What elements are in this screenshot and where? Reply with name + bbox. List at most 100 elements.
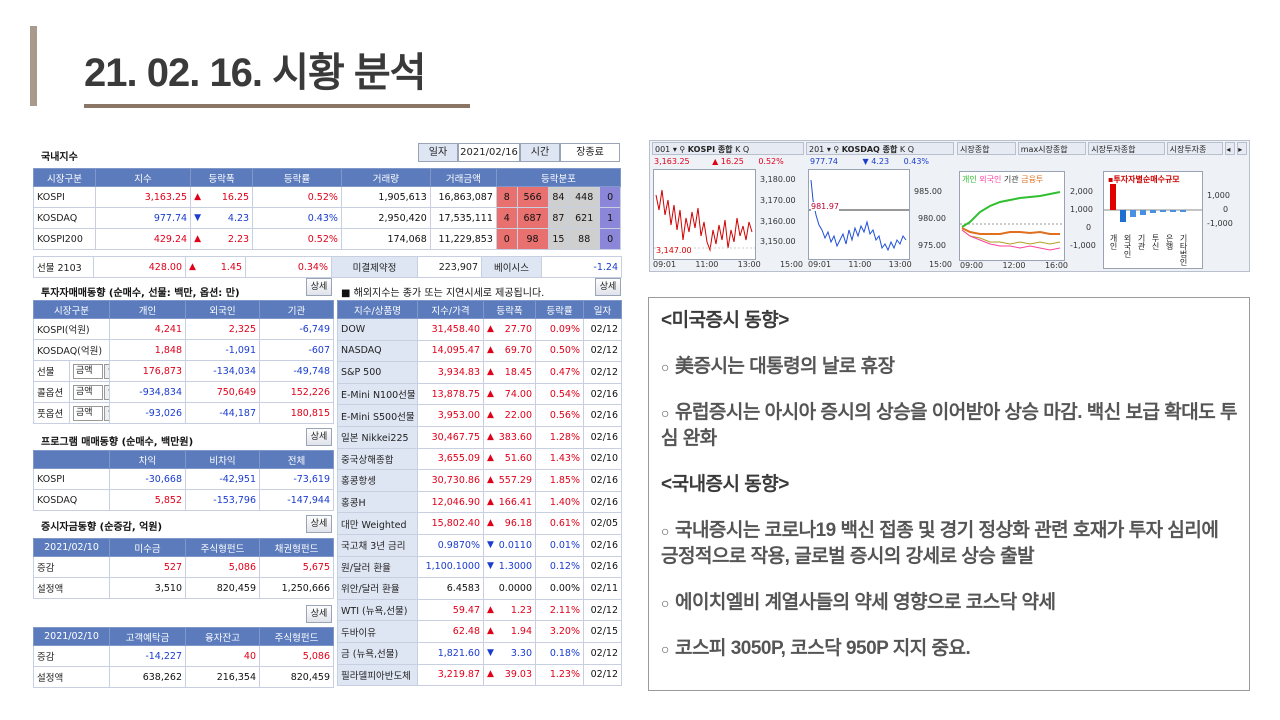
overseas-change: 557.29 bbox=[483, 469, 536, 492]
market-name: KOSPI bbox=[33, 186, 96, 208]
col-individual: 개인 bbox=[109, 300, 186, 319]
table-row[interactable]: KOSDAQ(억원) 1,848 -1,091 -607 bbox=[33, 339, 334, 361]
tab-scroll-left-icon[interactable]: ◂ bbox=[1225, 142, 1236, 155]
volume: 2,950,420 bbox=[340, 207, 431, 229]
overseas-rate: 0.56% bbox=[535, 404, 584, 427]
index-rate: 0.43% bbox=[252, 207, 342, 229]
tab-market-investor-2[interactable]: 시장투자종 bbox=[1166, 142, 1224, 155]
tab-max-market-summary[interactable]: max시장종합 bbox=[1017, 142, 1087, 155]
overseas-change: 18.45 bbox=[483, 361, 536, 384]
table-row[interactable]: KOSPI200429.242.230.52%174,06811,229,853… bbox=[33, 228, 621, 250]
unit-select-cell[interactable]: 금액▼ bbox=[69, 402, 110, 424]
col-arbitrage: 차익 bbox=[109, 450, 186, 469]
kosdaq-code[interactable]: 201 bbox=[809, 145, 825, 154]
kosdaq-xtick-3: 15:00 bbox=[928, 260, 952, 269]
dist-upper-limit: 4 bbox=[495, 207, 518, 229]
unit-select[interactable]: 금액▼ bbox=[73, 405, 109, 421]
date-label: 일자 bbox=[418, 143, 458, 162]
chevron-down-icon[interactable]: ▾ bbox=[826, 145, 831, 154]
individual-value: 176,873 bbox=[109, 360, 186, 382]
table-row[interactable]: KOSPI -30,668 -42,951 -73,619 bbox=[33, 468, 334, 490]
table-row[interactable]: KOSPI3,163.2516.250.52%1,905,61316,863,0… bbox=[33, 186, 621, 208]
kosdaq-quote: 977.74 ▼ 4.23 0.43% bbox=[810, 156, 954, 167]
table-row[interactable]: 설정액 638,262 216,354 820,459 bbox=[33, 666, 334, 688]
search-icon[interactable]: ⚲ bbox=[833, 145, 840, 154]
chevron-down-icon[interactable]: ▼ bbox=[104, 363, 109, 379]
overseas-rate: 0.54% bbox=[535, 382, 584, 406]
table-row[interactable]: KOSDAQ977.744.230.43%2,950,42017,535,111… bbox=[33, 207, 621, 229]
table-row[interactable]: 설정액 3,510 820,459 1,250,666 bbox=[33, 577, 334, 599]
unit-select[interactable]: 금액▼ bbox=[73, 363, 109, 379]
table-row[interactable]: 금 (뉴욕,선물)1,821.603.300.18%02/12 bbox=[337, 641, 622, 665]
foreign-value: 750,649 bbox=[185, 381, 260, 403]
overseas-date: 02/16 bbox=[583, 490, 622, 514]
table-row[interactable]: WTI (뉴욕,선물)59.471.232.11%02/12 bbox=[337, 598, 622, 622]
kosdaq-ytick-2: 975.00 bbox=[918, 241, 946, 250]
note-text: 국내증시는 코로나19 백신 접종 및 경기 정상화 관련 호재가 투자 심리에… bbox=[661, 520, 1219, 567]
date-value[interactable]: 2021/02/16 bbox=[458, 143, 520, 162]
overseas-detail-button[interactable]: 상세 bbox=[595, 278, 621, 296]
kosdaq-k-button[interactable]: K bbox=[899, 145, 906, 154]
table-row[interactable]: 증감 -14,227 40 5,086 bbox=[33, 645, 334, 667]
market-name: KOSPI200 bbox=[33, 228, 96, 250]
fund-flow2-detail-button[interactable]: 상세 bbox=[306, 605, 332, 623]
chevron-down-icon[interactable]: ▼ bbox=[104, 384, 109, 400]
unit-select-cell[interactable]: 금액▼ bbox=[69, 381, 110, 403]
institution-value: -6,749 bbox=[259, 318, 334, 340]
col-distribution: 등락분포 bbox=[495, 168, 622, 187]
chevron-down-icon[interactable]: ▾ bbox=[672, 145, 677, 154]
kospi-code[interactable]: 001 bbox=[655, 145, 671, 154]
overseas-rate: 1.85% bbox=[535, 469, 584, 492]
tab-market-investor[interactable]: 시장투자종합 bbox=[1088, 142, 1165, 155]
program-detail-button[interactable]: 상세 bbox=[306, 428, 332, 446]
inv-ytick-2: 0 bbox=[1086, 223, 1092, 232]
overseas-name: 중국상해종합 bbox=[337, 447, 418, 471]
kospi-k-button[interactable]: K bbox=[735, 145, 741, 154]
chevron-down-icon[interactable]: ▼ bbox=[104, 405, 109, 421]
kospi-chart-header: 001 ▾ ⚲ KOSPI 종합 K Q bbox=[652, 142, 804, 155]
kosdaq-q-button[interactable]: Q bbox=[907, 145, 914, 154]
table-row[interactable]: KOSDAQ 5,852 -153,796 -147,944 bbox=[33, 489, 334, 511]
tab-market-summary[interactable]: 시장종합 bbox=[957, 142, 1016, 155]
individual-value: 4,241 bbox=[109, 318, 186, 340]
investor-detail-button[interactable]: 상세 bbox=[306, 278, 332, 296]
unit-select-cell[interactable]: 금액▼ bbox=[69, 360, 110, 382]
table-row[interactable]: 증감 527 5,086 5,675 bbox=[33, 556, 334, 578]
tab-scroll-right-icon[interactable]: ▸ bbox=[1237, 142, 1248, 155]
inv-xtick-1: 12:00 bbox=[1002, 261, 1026, 270]
table-row[interactable]: KOSPI(억원) 4,241 2,325 -6,749 bbox=[33, 318, 334, 340]
futures-row[interactable]: 선물 2103 428.00 1.45 0.34% 미결제약정 223,907 … bbox=[33, 256, 622, 278]
row-label: 설정액 bbox=[33, 577, 110, 599]
note-bullet: ○ 유럽증시는 아시아 증시의 상승을 이어받아 상승 마감. 백신 보급 확대도… bbox=[661, 400, 1237, 452]
unit-select[interactable]: 금액▼ bbox=[73, 384, 109, 400]
search-icon[interactable]: ⚲ bbox=[679, 145, 686, 154]
kospi-q-button[interactable]: Q bbox=[742, 145, 750, 154]
fund-flow-detail-button[interactable]: 상세 bbox=[306, 515, 332, 533]
overseas-change: 3.30 bbox=[483, 641, 536, 665]
dist-flat: 84 bbox=[547, 186, 570, 208]
value-a: 638,262 bbox=[109, 666, 186, 688]
program-trade-header: 차익 비차익 전체 bbox=[33, 450, 334, 469]
title-accent-bar bbox=[30, 26, 37, 106]
kosdaq-x-axis: 09:01 11:00 13:00 15:00 bbox=[808, 260, 952, 269]
table-row[interactable]: 위안/달러 환율 6.4583 0.0000 0.00% 02/11 bbox=[337, 577, 622, 600]
overseas-change: 383.60 bbox=[483, 425, 536, 449]
kosdaq-xtick-2: 13:00 bbox=[888, 260, 912, 269]
